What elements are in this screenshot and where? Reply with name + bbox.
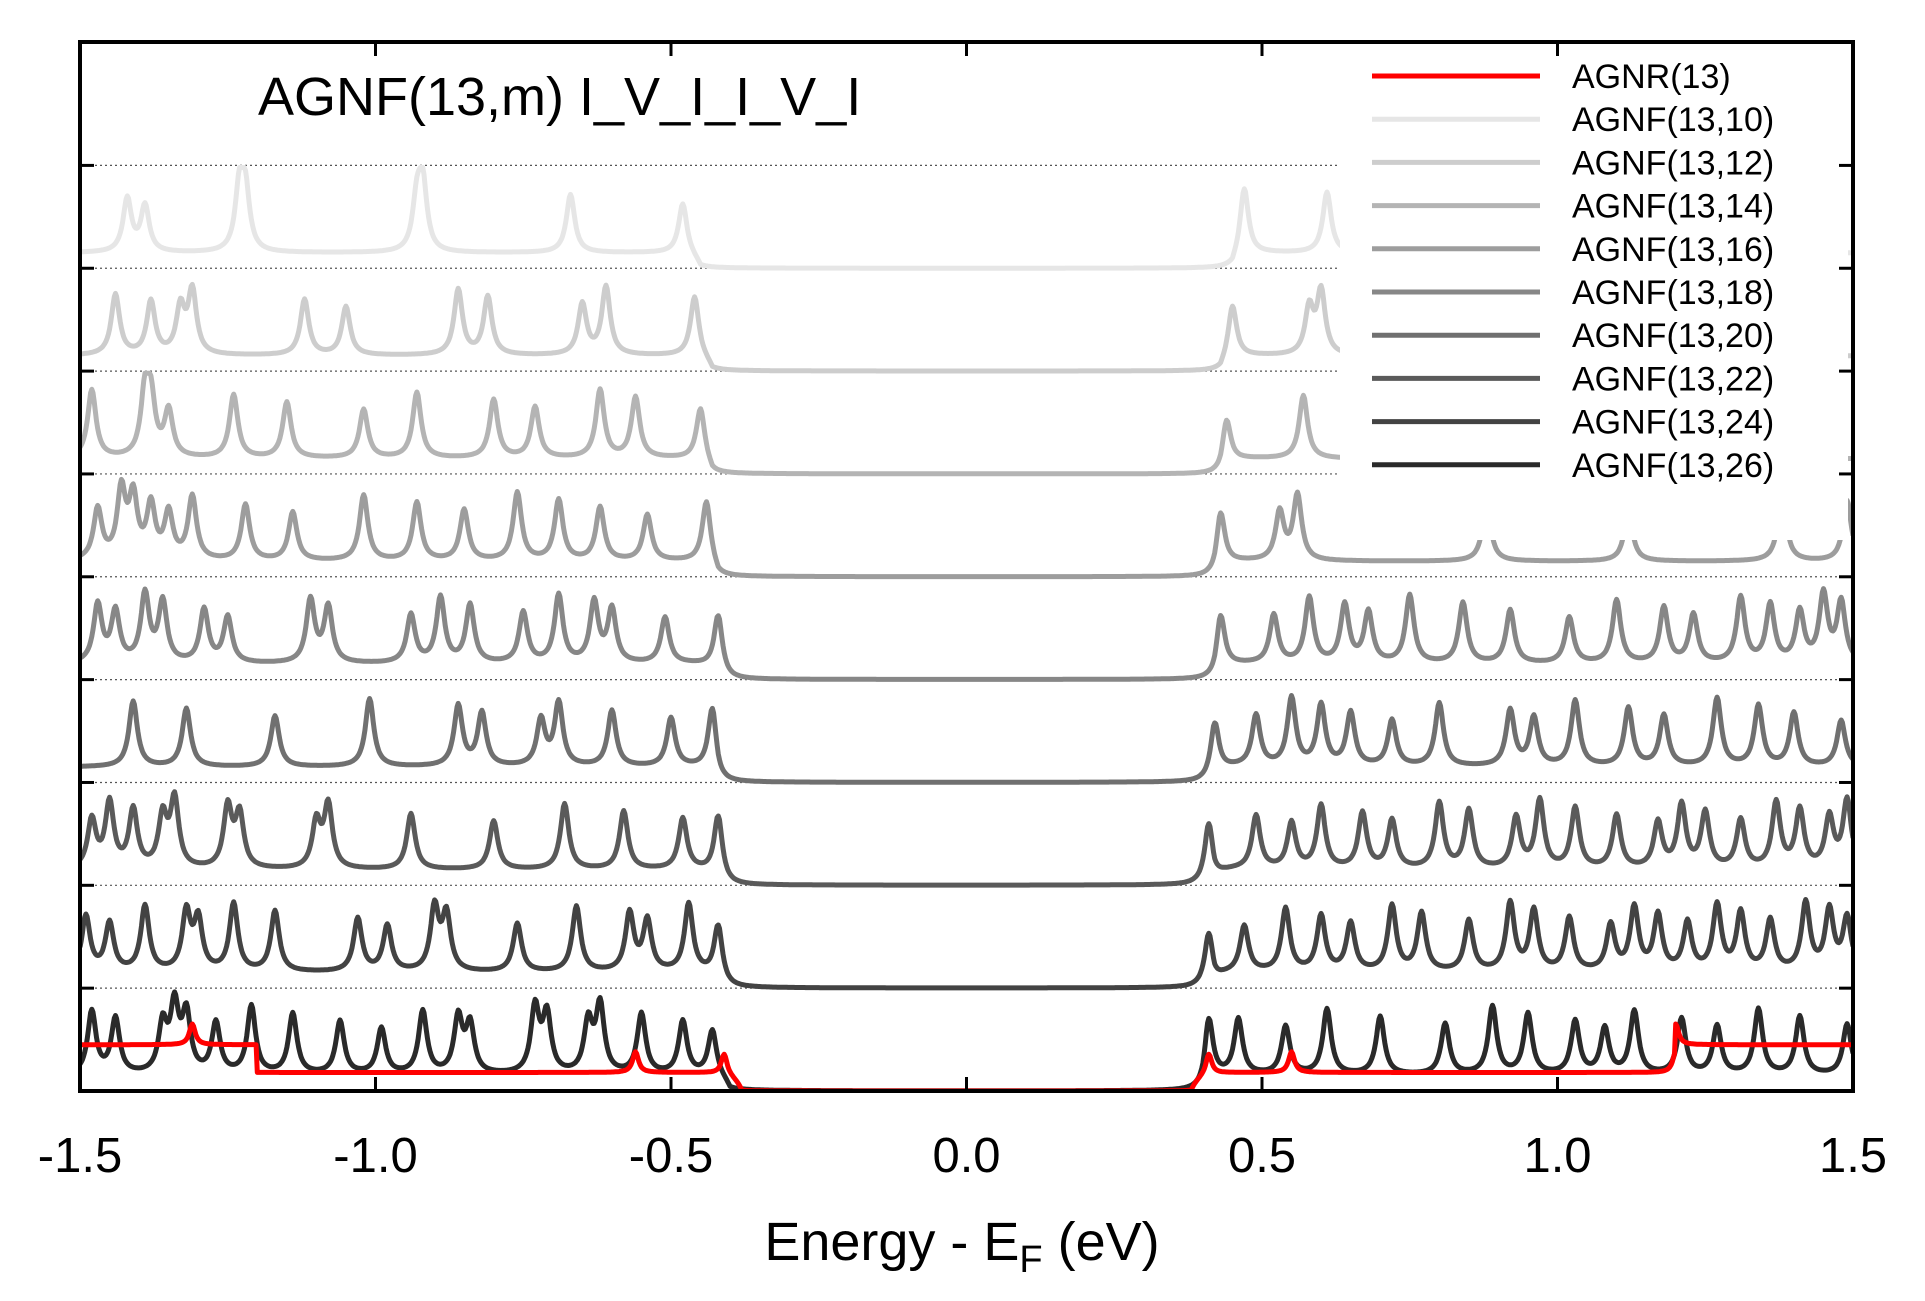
legend-label-3: AGNF(13,14) xyxy=(1572,188,1774,226)
legend-label-9: AGNF(13,26) xyxy=(1572,447,1774,485)
x-tick-label-2: -0.5 xyxy=(629,1129,713,1183)
x-tick-label-3: 0.0 xyxy=(932,1129,1000,1183)
x-tick-label-4: 0.5 xyxy=(1228,1129,1296,1183)
tick-group: -1.5 -1.0 -0.5 0.0 0.5 1.0 1.5 xyxy=(38,42,1887,1183)
legend-label-2: AGNF(13,12) xyxy=(1572,144,1774,182)
x-axis-title-suffix: (eV) xyxy=(1043,1212,1160,1272)
legend-label-4: AGNF(13,16) xyxy=(1572,231,1774,269)
series-line-0 xyxy=(80,1021,1853,1091)
series-line-7 xyxy=(80,789,1853,888)
series-line-6 xyxy=(80,693,1853,785)
series-line-4 xyxy=(80,476,1853,580)
legend-label-1: AGNF(13,10) xyxy=(1572,101,1774,139)
x-axis-title: Energy - EF (eV) xyxy=(764,1212,1159,1281)
legend-label-5: AGNF(13,18) xyxy=(1572,274,1774,312)
x-tick-label-6: 1.5 xyxy=(1819,1129,1887,1183)
x-axis-title-subscript: F xyxy=(1019,1239,1042,1281)
x-tick-label-5: 1.0 xyxy=(1523,1129,1591,1183)
chart-title: AGNF(13,m) I_V_I_I_V_I xyxy=(258,67,861,127)
legend-label-8: AGNF(13,24) xyxy=(1572,404,1774,442)
x-axis-title-main: Energy - E xyxy=(764,1212,1019,1272)
x-tick-label-0: -1.5 xyxy=(38,1129,122,1183)
legend-label-0: AGNR(13) xyxy=(1572,58,1731,96)
x-tick-label-1: -1.0 xyxy=(333,1129,417,1183)
legend-label-6: AGNF(13,20) xyxy=(1572,317,1774,355)
legend: AGNR(13) AGNF(13,10) AGNF(13,12) AGNF(13,14… xyxy=(1372,58,1774,485)
series-line-8 xyxy=(80,897,1853,991)
series-line-5 xyxy=(80,586,1853,682)
legend-label-7: AGNF(13,22) xyxy=(1572,360,1774,398)
